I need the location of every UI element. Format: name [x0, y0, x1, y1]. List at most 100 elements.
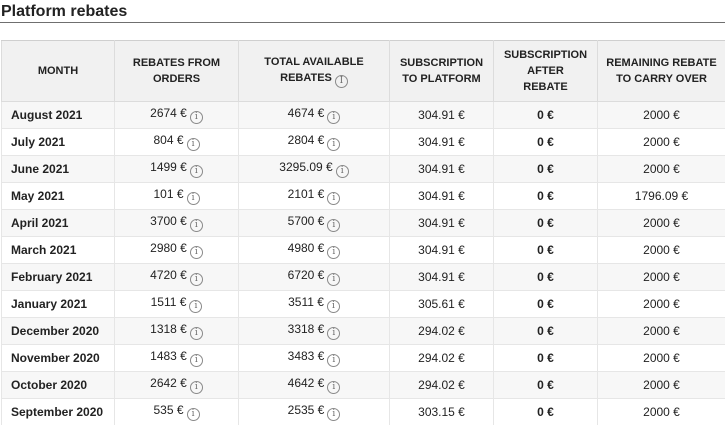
info-icon[interactable]: i — [327, 381, 341, 394]
info-icon[interactable]: i — [189, 300, 203, 313]
subscription-cell: 304.91 € — [389, 101, 494, 129]
month-value: July 2021 — [11, 135, 66, 149]
month-cell: May 2021 — [1, 182, 115, 210]
info-icon[interactable]: i — [327, 354, 341, 367]
subscription-cell: 294.02 € — [389, 344, 494, 372]
info-icon[interactable]: i — [327, 138, 341, 151]
subscription-after-rebate-value: 0 € — [537, 189, 554, 203]
rebates-from-orders-value: 101 € — [153, 187, 184, 201]
month-value: October 2020 — [11, 378, 88, 392]
info-icon[interactable]: i — [327, 273, 341, 286]
header-total-available-rebates: TOTAL AVAILABLE REBATES i — [238, 40, 390, 102]
rebates-from-orders-cell: 535 € i — [114, 398, 239, 425]
month-cell: December 2020 — [1, 317, 115, 345]
month-value: November 2020 — [11, 351, 100, 365]
info-icon[interactable]: i — [189, 111, 203, 124]
header-line: SUBSCRIPTION — [503, 49, 588, 61]
rebates-from-orders-cell: 2642 € i — [114, 371, 239, 399]
remaining-rebate-cell: 2000 € — [597, 155, 725, 183]
info-icon[interactable]: i — [334, 75, 348, 88]
total-available-value: 3511 € — [288, 295, 324, 309]
info-icon[interactable]: i — [189, 273, 203, 286]
info-icon[interactable]: i — [189, 165, 203, 178]
total-available-cell: 2804 € i — [238, 128, 390, 156]
table-row: August 2021 2674 € i 4674 € i 304.91 € 0 €… — [1, 101, 725, 129]
rebates-table-body: August 2021 2674 € i 4674 € i 304.91 € 0 €… — [1, 101, 725, 425]
table-row: May 2021 101 € i 2101 € i 304.91 € 0 € 179… — [1, 182, 725, 210]
subscription-after-rebate-cell: 0 € — [493, 236, 598, 264]
subscription-value: 304.91 € — [418, 216, 465, 230]
remaining-rebate-cell: 2000 € — [597, 290, 725, 318]
header-line: TO PLATFORM — [402, 73, 481, 85]
month-cell: June 2021 — [1, 155, 115, 183]
header-line: TOTAL AVAILABLE — [264, 56, 364, 68]
info-icon[interactable]: i — [189, 327, 203, 340]
info-icon[interactable]: i — [189, 219, 203, 232]
info-icon[interactable]: i — [327, 246, 341, 259]
subscription-cell: 294.02 € — [389, 371, 494, 399]
rebates-from-orders-cell: 101 € i — [114, 182, 239, 210]
header-line: TO CARRY OVER — [616, 73, 707, 85]
info-icon[interactable]: i — [327, 219, 341, 232]
info-icon[interactable]: i — [189, 354, 203, 367]
header-rebates-from-orders: REBATES FROM ORDERS — [114, 40, 239, 102]
total-available-cell: 2535 € i — [238, 398, 390, 425]
info-icon[interactable]: i — [335, 165, 349, 178]
header-month: MONTH — [1, 40, 115, 102]
subscription-value: 303.15 € — [418, 405, 465, 419]
info-icon[interactable]: i — [189, 246, 203, 259]
remaining-rebate-value: 2000 € — [643, 135, 680, 149]
month-cell: March 2021 — [1, 236, 115, 264]
info-icon[interactable]: i — [186, 138, 200, 151]
total-available-value: 3483 € — [287, 349, 325, 363]
subscription-after-rebate-cell: 0 € — [493, 290, 598, 318]
remaining-rebate-value: 2000 € — [643, 351, 680, 365]
info-icon[interactable]: i — [186, 192, 200, 205]
rebates-from-orders-cell: 1511 € i — [114, 290, 239, 318]
subscription-cell: 304.91 € — [389, 128, 494, 156]
rebates-from-orders-cell: 4720 € i — [114, 263, 239, 291]
table-row: September 2020 535 € i 2535 € i 303.15 € 0… — [1, 398, 725, 425]
month-value: January 2021 — [11, 297, 88, 311]
header-month-label: MONTH — [37, 65, 79, 77]
subscription-after-rebate-value: 0 € — [537, 270, 554, 284]
info-icon[interactable]: i — [189, 381, 203, 394]
header-line: REMAINING REBATE — [606, 57, 717, 69]
remaining-rebate-value: 2000 € — [643, 270, 680, 284]
info-icon[interactable]: i — [186, 408, 200, 421]
subscription-after-rebate-value: 0 € — [537, 351, 554, 365]
total-available-cell: 4674 € i — [238, 101, 390, 129]
month-cell: January 2021 — [1, 290, 115, 318]
total-available-cell: 3511 € i — [238, 290, 390, 318]
rebates-from-orders-value: 804 € — [153, 133, 184, 147]
table-row: February 2021 4720 € i 6720 € i 304.91 € 0… — [1, 263, 725, 291]
month-value: March 2021 — [11, 243, 77, 257]
subscription-after-rebate-value: 0 € — [537, 243, 554, 257]
total-available-cell: 4642 € i — [238, 371, 390, 399]
month-value: April 2021 — [11, 216, 69, 230]
subscription-cell: 294.02 € — [389, 317, 494, 345]
rebates-from-orders-cell: 804 € i — [114, 128, 239, 156]
remaining-rebate-cell: 2000 € — [597, 209, 725, 237]
info-icon[interactable]: i — [327, 111, 341, 124]
rebates-from-orders-value: 2674 € — [150, 106, 187, 120]
subscription-after-rebate-value: 0 € — [537, 324, 554, 338]
total-available-cell: 3318 € i — [238, 317, 390, 345]
remaining-rebate-value: 1796.09 € — [634, 189, 689, 203]
info-icon[interactable]: i — [326, 300, 340, 313]
rebates-from-orders-value: 1499 € — [150, 160, 187, 174]
header-line: AFTER — [527, 65, 564, 77]
remaining-rebate-cell: 1796.09 € — [597, 182, 725, 210]
subscription-cell: 304.91 € — [389, 209, 494, 237]
remaining-rebate-cell: 2000 € — [597, 317, 725, 345]
info-icon[interactable]: i — [327, 408, 341, 421]
subscription-cell: 303.15 € — [389, 398, 494, 425]
remaining-rebate-cell: 2000 € — [597, 344, 725, 372]
rebates-from-orders-value: 1511 € — [150, 295, 187, 309]
subscription-cell: 304.91 € — [389, 236, 494, 264]
month-cell: October 2020 — [1, 371, 115, 399]
info-icon[interactable]: i — [327, 192, 341, 205]
table-row: January 2021 1511 € i 3511 € i 305.61 € 0 … — [1, 290, 725, 318]
total-available-cell: 3295.09 € i — [238, 155, 390, 183]
info-icon[interactable]: i — [327, 327, 341, 340]
